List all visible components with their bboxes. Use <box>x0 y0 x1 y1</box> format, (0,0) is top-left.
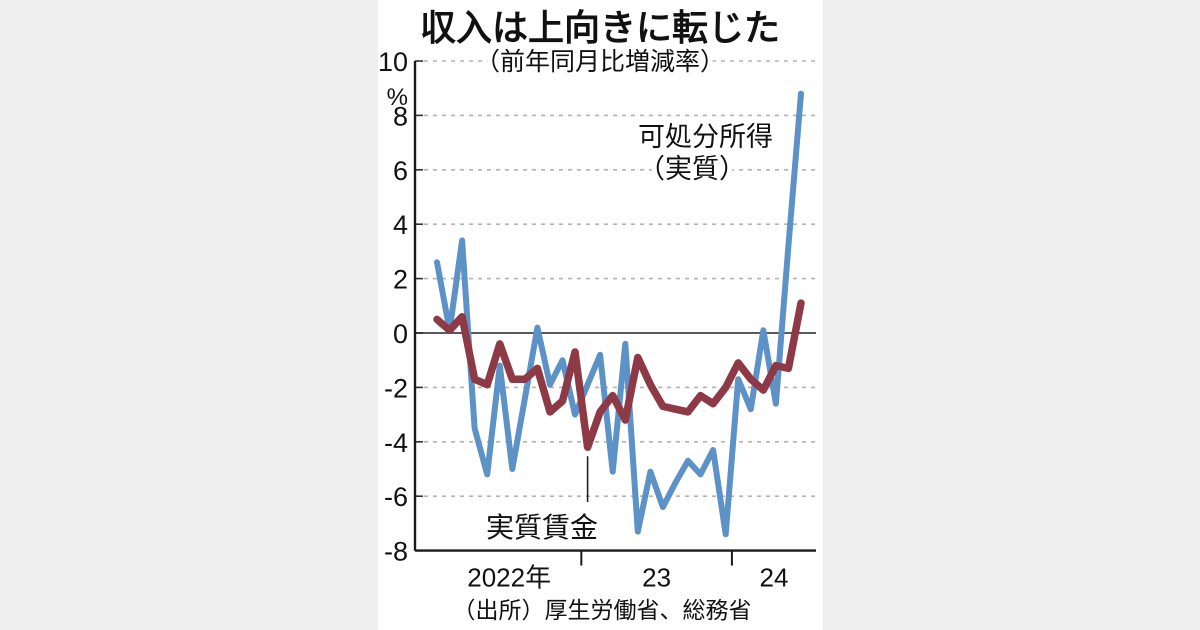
gridlines-group <box>415 60 816 498</box>
disposable-income-line <box>434 90 804 538</box>
y-tick-label: 4 <box>393 210 408 240</box>
real-wage-line <box>433 299 805 451</box>
x-axis-labels-group: 2022年 23 24 <box>467 563 788 593</box>
y-tick-label: 6 <box>393 156 408 186</box>
y-tick-label: 10 <box>378 47 408 77</box>
y-tick-label: -6 <box>384 482 408 512</box>
source-note: （出所）厚生労働省、総務省 <box>453 597 752 623</box>
x-tick-label: 2022年 <box>467 563 551 593</box>
y-tick-label: -8 <box>384 537 408 567</box>
x-tick-label: 23 <box>642 563 671 593</box>
y-tick-label: 0 <box>393 319 408 349</box>
y-tick-label: 8 <box>393 101 408 131</box>
legend-disposable-income-line1: 可処分所得 <box>638 122 773 152</box>
y-axis-unit-label: % <box>387 84 408 111</box>
y-axis-labels-group: 10 8 6 4 2 0 -2 -4 -6 -8 <box>378 47 408 567</box>
y-tick-label: 2 <box>393 265 408 295</box>
real-wage-label: 実質賃金 <box>486 512 598 543</box>
chart-subtitle: （前年同月比増減率） <box>475 48 725 76</box>
chart-title: 収入は上向きに転じた <box>420 7 780 48</box>
legend-disposable-income-line2: （実質） <box>638 154 746 184</box>
y-tick-label: -2 <box>384 373 408 403</box>
axes-group <box>413 60 816 566</box>
x-tick-label: 24 <box>760 563 789 593</box>
y-tick-label: -4 <box>384 428 408 458</box>
series-group <box>433 90 805 538</box>
